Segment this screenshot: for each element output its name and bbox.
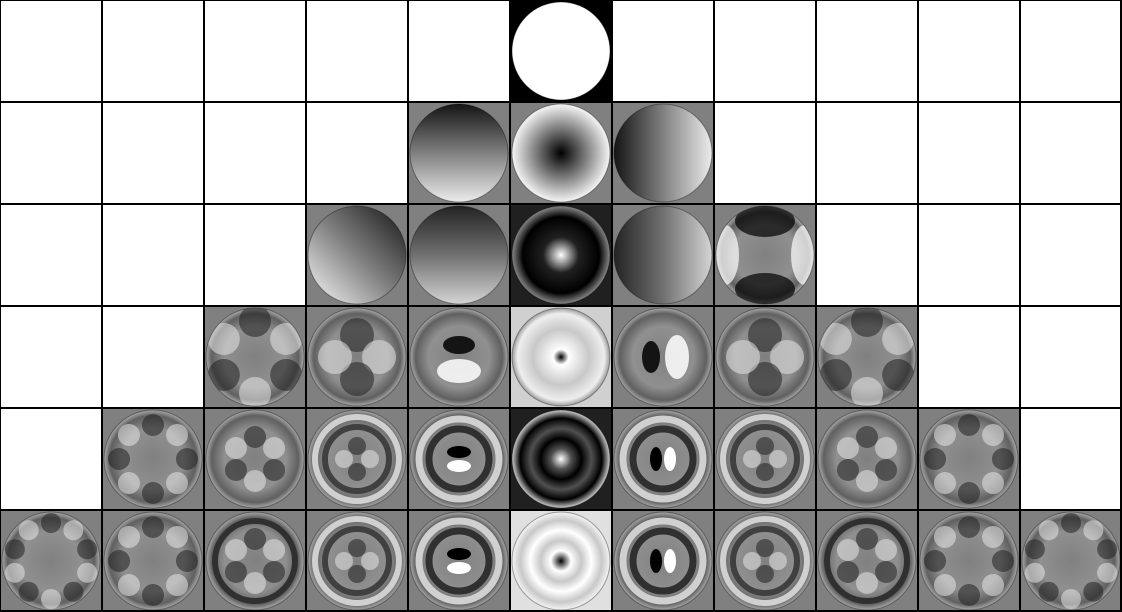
zernike-disk xyxy=(818,410,916,508)
zernike-tile xyxy=(612,510,714,612)
zernike-tile xyxy=(408,306,510,408)
zernike-tile xyxy=(714,510,816,612)
zernike-disk xyxy=(512,410,610,508)
zernike-disk xyxy=(308,410,406,508)
zernike-tile xyxy=(408,510,510,612)
zernike-disk xyxy=(410,206,508,304)
zernike-disk xyxy=(614,512,712,610)
zernike-tile xyxy=(714,408,816,510)
zernike-disk xyxy=(104,512,202,610)
zernike-disk xyxy=(308,512,406,610)
zernike-tile xyxy=(510,306,612,408)
zernike-disk xyxy=(206,410,304,508)
zernike-disk xyxy=(206,512,304,610)
zernike-disk xyxy=(410,410,508,508)
zernike-disk xyxy=(512,2,610,100)
zernike-disk xyxy=(512,206,610,304)
zernike-disk xyxy=(818,308,916,406)
zernike-tile xyxy=(102,510,204,612)
zernike-tile xyxy=(510,0,612,102)
zernike-tile xyxy=(204,408,306,510)
zernike-tile xyxy=(408,204,510,306)
zernike-disk xyxy=(716,308,814,406)
zernike-tile xyxy=(102,408,204,510)
zernike-tile xyxy=(816,408,918,510)
zernike-disk xyxy=(410,512,508,610)
zernike-disk xyxy=(614,206,712,304)
zernike-tile xyxy=(612,306,714,408)
zernike-tile xyxy=(714,204,816,306)
zernike-tile xyxy=(1020,510,1122,612)
zernike-tile xyxy=(816,510,918,612)
zernike-tile xyxy=(816,306,918,408)
zernike-disk xyxy=(308,206,406,304)
zernike-disk xyxy=(1022,512,1120,610)
zernike-tile xyxy=(306,408,408,510)
zernike-tile xyxy=(612,204,714,306)
zernike-disk xyxy=(512,308,610,406)
zernike-tile xyxy=(510,204,612,306)
zernike-tile xyxy=(510,510,612,612)
zernike-disk xyxy=(920,512,1018,610)
zernike-tile xyxy=(408,408,510,510)
zernike-tile xyxy=(918,408,1020,510)
zernike-disk xyxy=(716,410,814,508)
zernike-tile xyxy=(306,204,408,306)
zernike-disk xyxy=(2,512,100,610)
zernike-tile xyxy=(408,102,510,204)
zernike-disk xyxy=(920,410,1018,508)
zernike-disk xyxy=(308,308,406,406)
zernike-tile xyxy=(306,306,408,408)
zernike-tile xyxy=(510,408,612,510)
zernike-disk xyxy=(512,104,610,202)
zernike-tile xyxy=(510,102,612,204)
zernike-tile xyxy=(204,510,306,612)
zernike-disk xyxy=(818,512,916,610)
zernike-tile xyxy=(612,102,714,204)
zernike-disk xyxy=(614,104,712,202)
zernike-tile xyxy=(0,510,102,612)
zernike-tile xyxy=(204,306,306,408)
zernike-disk xyxy=(716,512,814,610)
zernike-disk xyxy=(614,308,712,406)
zernike-disk xyxy=(104,410,202,508)
zernike-tile xyxy=(306,510,408,612)
zernike-disk xyxy=(206,308,304,406)
zernike-disk xyxy=(410,104,508,202)
zernike-tile xyxy=(714,306,816,408)
zernike-disk xyxy=(512,512,610,610)
zernike-tile xyxy=(918,510,1020,612)
zernike-tile xyxy=(612,408,714,510)
zernike-disk xyxy=(410,308,508,406)
zernike-disk xyxy=(614,410,712,508)
